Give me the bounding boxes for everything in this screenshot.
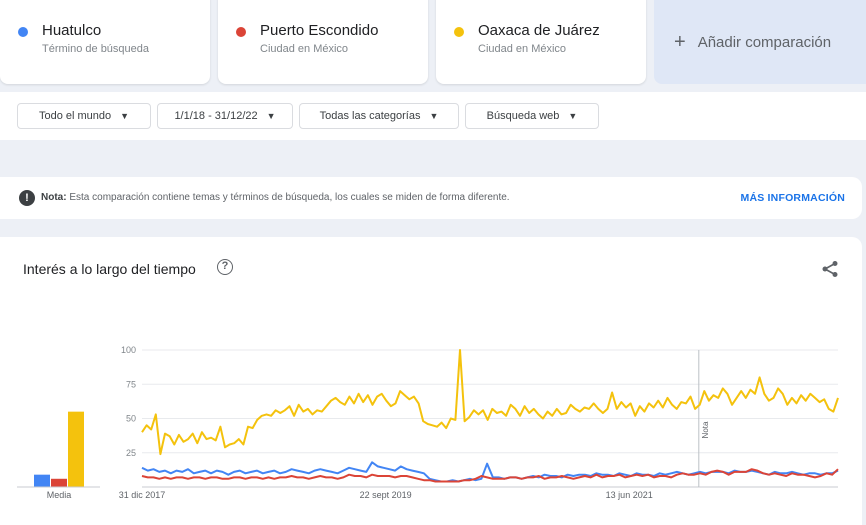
date-range-filter-label: 1/1/18 - 31/12/22 (174, 110, 258, 122)
add-comparison-button[interactable]: + Añadir comparación (654, 0, 866, 84)
more-info-link[interactable]: MÁS INFORMACIÓN (740, 192, 845, 204)
series-color-dot (236, 27, 246, 37)
caret-down-icon: ▼ (568, 111, 578, 121)
annotation-label: Nota (701, 421, 710, 438)
term-card-huatulco[interactable]: Huatulco Término de búsqueda (0, 0, 210, 84)
series-line-puerto-escondido (141, 468, 839, 483)
average-bar (34, 474, 50, 487)
term-name: Huatulco (42, 22, 102, 39)
note-bold: Nota: (41, 192, 67, 203)
caret-down-icon: ▼ (120, 111, 130, 121)
category-filter-label: Todas las categorías (319, 110, 421, 122)
note-text: Nota: Esta comparación contiene temas y … (41, 192, 510, 203)
y-tick-label: 100 (121, 345, 136, 355)
x-tick-label: 22 sept 2019 (360, 490, 412, 500)
add-comparison-label: Añadir comparación (697, 33, 832, 51)
search-type-filter-label: Búsqueda web (486, 110, 560, 122)
average-label: Media (47, 490, 72, 500)
region-filter[interactable]: Todo el mundo ▼ (17, 103, 151, 129)
interest-chart[interactable]: 100 75 50 25 31 dic 2017 22 sept 2019 13 jun 2… (0, 237, 862, 525)
info-icon: ! (19, 190, 35, 206)
caret-down-icon: ▼ (429, 111, 439, 121)
region-filter-label: Todo el mundo (38, 110, 112, 122)
y-tick-label: 50 (126, 414, 136, 424)
help-circle-icon[interactable]: ? (217, 259, 233, 275)
x-tick-label: 13 jun 2021 (606, 490, 653, 500)
filter-bar: Todo el mundo ▼ 1/1/18 - 31/12/22 ▼ Toda… (0, 92, 866, 140)
series-line-oaxaca-de-juárez (141, 349, 839, 456)
chart-title: Interés a lo largo del tiempo (23, 261, 196, 277)
series-color-dot (18, 27, 28, 37)
term-name: Puerto Escondido (260, 22, 379, 39)
share-icon[interactable] (820, 259, 840, 279)
y-tick-label: 75 (126, 379, 136, 389)
term-subtitle: Término de búsqueda (42, 43, 150, 55)
average-bar (51, 478, 67, 487)
plus-icon: + (674, 30, 686, 53)
term-card-oaxaca[interactable]: Oaxaca de Juárez Ciudad en México (436, 0, 646, 84)
term-card-puerto-escondido[interactable]: Puerto Escondido Ciudad en México (218, 0, 428, 84)
average-bar (68, 411, 84, 487)
note-banner: ! Nota: Esta comparación contiene temas … (0, 177, 862, 219)
date-range-filter[interactable]: 1/1/18 - 31/12/22 ▼ (157, 103, 293, 129)
caret-down-icon: ▼ (266, 111, 276, 121)
y-tick-label: 25 (126, 448, 136, 458)
search-type-filter[interactable]: Búsqueda web ▼ (465, 103, 599, 129)
term-subtitle: Ciudad en México (478, 43, 567, 55)
x-tick-label: 31 dic 2017 (119, 490, 166, 500)
interest-over-time-panel: Interés a lo largo del tiempo ? 100 75 50 2… (0, 237, 862, 525)
term-name: Oaxaca de Juárez (478, 22, 600, 39)
category-filter[interactable]: Todas las categorías ▼ (299, 103, 459, 129)
series-color-dot (454, 27, 464, 37)
term-subtitle: Ciudad en México (260, 43, 349, 55)
note-body: Esta comparación contiene temas y términ… (69, 192, 510, 203)
